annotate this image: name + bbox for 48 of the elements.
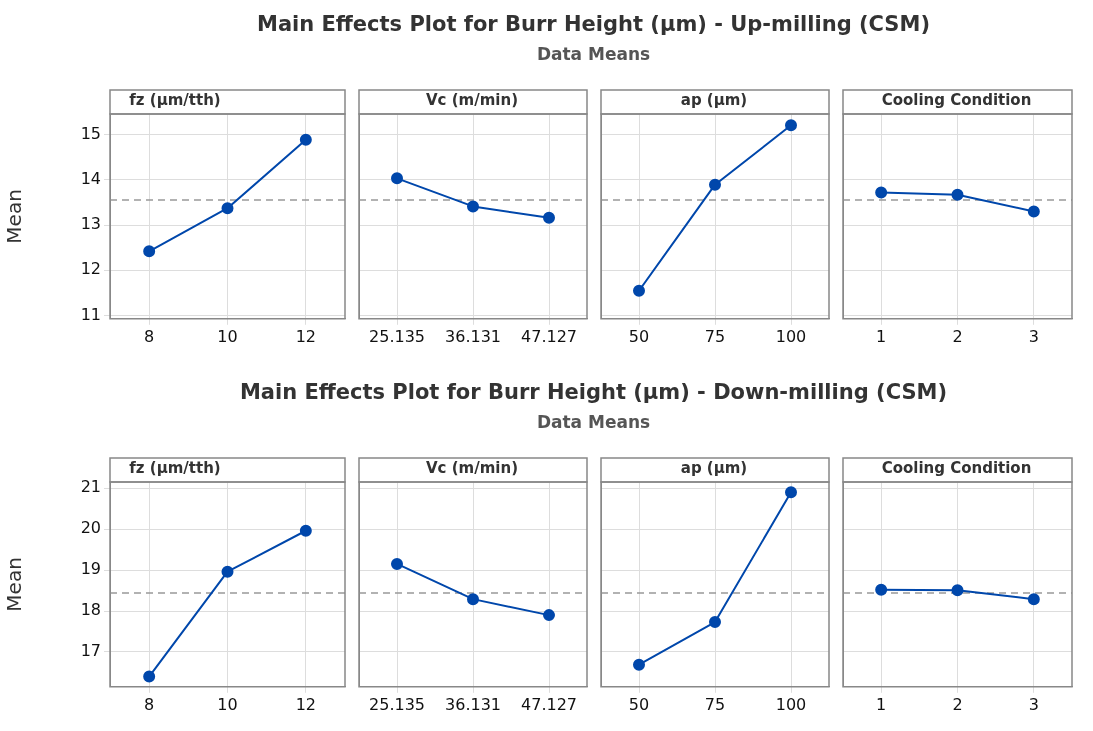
- text: Main Effects Plot for Burr Height (µm) - Up-milling (CSM): [256, 12, 931, 36]
- x-tick-label: 75: [704, 326, 726, 346]
- text: Main Effects Plot for Burr Height (µm) - Down-milling (CSM): [238, 380, 949, 404]
- chart-title: Vc (m/min): [426, 90, 518, 109]
- chart-title: ap (µm): [680, 458, 748, 477]
- chart-title: fz (µm/tth): [129, 90, 221, 109]
- y-tick-label: 13: [80, 214, 101, 234]
- x-tick-label: 100: [775, 326, 807, 346]
- x-tick-label: 36.131: [445, 694, 501, 714]
- chart-title: ap (µm): [680, 90, 748, 109]
- x-tick-label: 75: [704, 694, 726, 714]
- chart-title: Cooling Condition: [881, 458, 1032, 477]
- y-tick-label: 17: [80, 641, 101, 661]
- y-tick-label: 15: [80, 123, 101, 143]
- x-tick-label: 1: [876, 694, 887, 714]
- x-tick-label: 12: [295, 326, 317, 346]
- x-tick-label: 50: [628, 694, 650, 714]
- y-tick-label: 18: [80, 600, 101, 620]
- x-tick-label: 47.127: [521, 694, 577, 714]
- chart-title: fz (µm/tth): [129, 458, 221, 477]
- x-tick-label: 36.131: [445, 326, 501, 346]
- x-tick-label: 25.135: [369, 694, 425, 714]
- y-axis-title: Mean: [2, 557, 27, 612]
- text: Data Means: [535, 44, 652, 64]
- x-tick-label: 10: [217, 326, 238, 346]
- y-tick-label: 14: [80, 168, 101, 188]
- text: Data Means: [535, 412, 652, 432]
- x-tick-label: 10: [217, 694, 238, 714]
- y-axis-title: Mean: [2, 189, 27, 244]
- x-tick-label: 12: [295, 694, 317, 714]
- x-tick-label: 50: [628, 326, 650, 346]
- x-tick-label: 2: [952, 694, 963, 714]
- x-tick-label: 25.135: [369, 326, 425, 346]
- x-tick-label: 1: [876, 326, 887, 346]
- y-tick-label: 12: [80, 259, 101, 279]
- x-tick-label: 2: [952, 326, 963, 346]
- x-tick-label: 8: [144, 326, 155, 346]
- x-tick-label: 100: [775, 694, 807, 714]
- chart-title: Cooling Condition: [881, 90, 1032, 109]
- x-tick-label: 3: [1028, 326, 1039, 346]
- y-tick-label: 21: [80, 477, 101, 497]
- y-tick-label: 11: [80, 304, 101, 324]
- y-tick-label: 20: [80, 518, 101, 538]
- y-tick-label: 19: [80, 559, 101, 579]
- x-tick-label: 8: [144, 694, 155, 714]
- chart-title: Vc (m/min): [426, 458, 518, 477]
- x-tick-label: 47.127: [521, 326, 577, 346]
- x-tick-label: 3: [1028, 694, 1039, 714]
